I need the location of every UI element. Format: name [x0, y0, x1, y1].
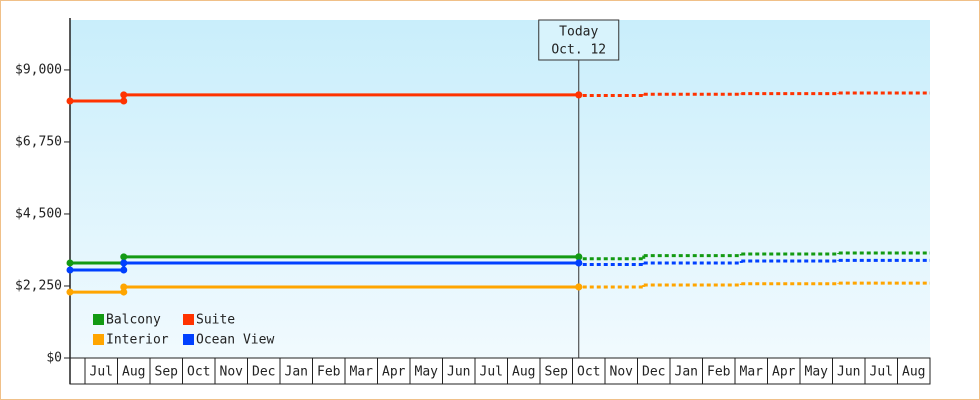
- point-marker: [66, 97, 74, 105]
- x-tick-label: Jun: [837, 365, 860, 380]
- x-tick-label: Aug: [902, 365, 925, 380]
- legend-swatch: [183, 334, 194, 345]
- x-tick-label: Nov: [610, 365, 634, 380]
- x-tick-label: Feb: [317, 365, 341, 380]
- x-tick-label: Dec: [642, 365, 665, 380]
- point-marker: [66, 266, 74, 274]
- point-marker: [120, 283, 128, 291]
- x-tick-label: Jan: [675, 365, 698, 380]
- today-label: Today: [559, 25, 598, 40]
- point-marker: [66, 259, 74, 267]
- x-tick-label: Jul: [90, 365, 113, 380]
- legend-label: Interior: [106, 333, 169, 348]
- x-tick-label: Sep: [545, 365, 569, 380]
- legend-label: Ocean View: [196, 333, 274, 348]
- point-marker: [575, 283, 583, 291]
- x-tick-label: May: [415, 365, 439, 380]
- x-tick-label: Mar: [740, 365, 764, 380]
- x-tick-label: Mar: [350, 365, 374, 380]
- x-tick-label: Sep: [155, 365, 179, 380]
- x-tick-label: May: [805, 365, 829, 380]
- point-marker: [66, 288, 74, 296]
- x-tick-label: Aug: [512, 365, 535, 380]
- point-marker: [120, 266, 128, 274]
- y-tick-label: $6,750: [15, 134, 62, 149]
- x-tick-label: Jul: [870, 365, 893, 380]
- x-tick-label: Aug: [122, 365, 145, 380]
- plot-area: [70, 20, 930, 358]
- x-tick-label: Apr: [382, 365, 406, 380]
- legend-swatch: [183, 314, 194, 325]
- y-tick-label: $2,250: [15, 278, 62, 293]
- point-marker: [575, 253, 583, 261]
- today-label: Oct. 12: [551, 43, 606, 58]
- x-tick-label: Jan: [285, 365, 308, 380]
- x-tick-label: Apr: [772, 365, 796, 380]
- y-tick-label: $0: [46, 351, 62, 366]
- legend-swatch: [93, 334, 104, 345]
- x-tick-label: Oct: [577, 365, 600, 380]
- point-marker: [120, 91, 128, 99]
- y-tick-label: $9,000: [15, 62, 62, 77]
- point-marker: [120, 259, 128, 267]
- x-tick-label: Jun: [447, 365, 470, 380]
- point-marker: [120, 97, 128, 105]
- legend-swatch: [93, 314, 104, 325]
- point-marker: [575, 259, 583, 267]
- x-tick-label: Dec: [252, 365, 275, 380]
- today-box: [538, 19, 620, 61]
- point-marker: [575, 91, 583, 99]
- y-tick-label: $4,500: [15, 206, 62, 221]
- point-marker: [120, 288, 128, 296]
- legend-label: Balcony: [106, 313, 161, 328]
- x-tick-label: Oct: [187, 365, 210, 380]
- legend-label: Suite: [196, 313, 235, 328]
- x-tick-label: Jul: [480, 365, 503, 380]
- x-tick-label: Nov: [220, 365, 244, 380]
- point-marker: [120, 253, 128, 261]
- x-tick-label: Feb: [707, 365, 731, 380]
